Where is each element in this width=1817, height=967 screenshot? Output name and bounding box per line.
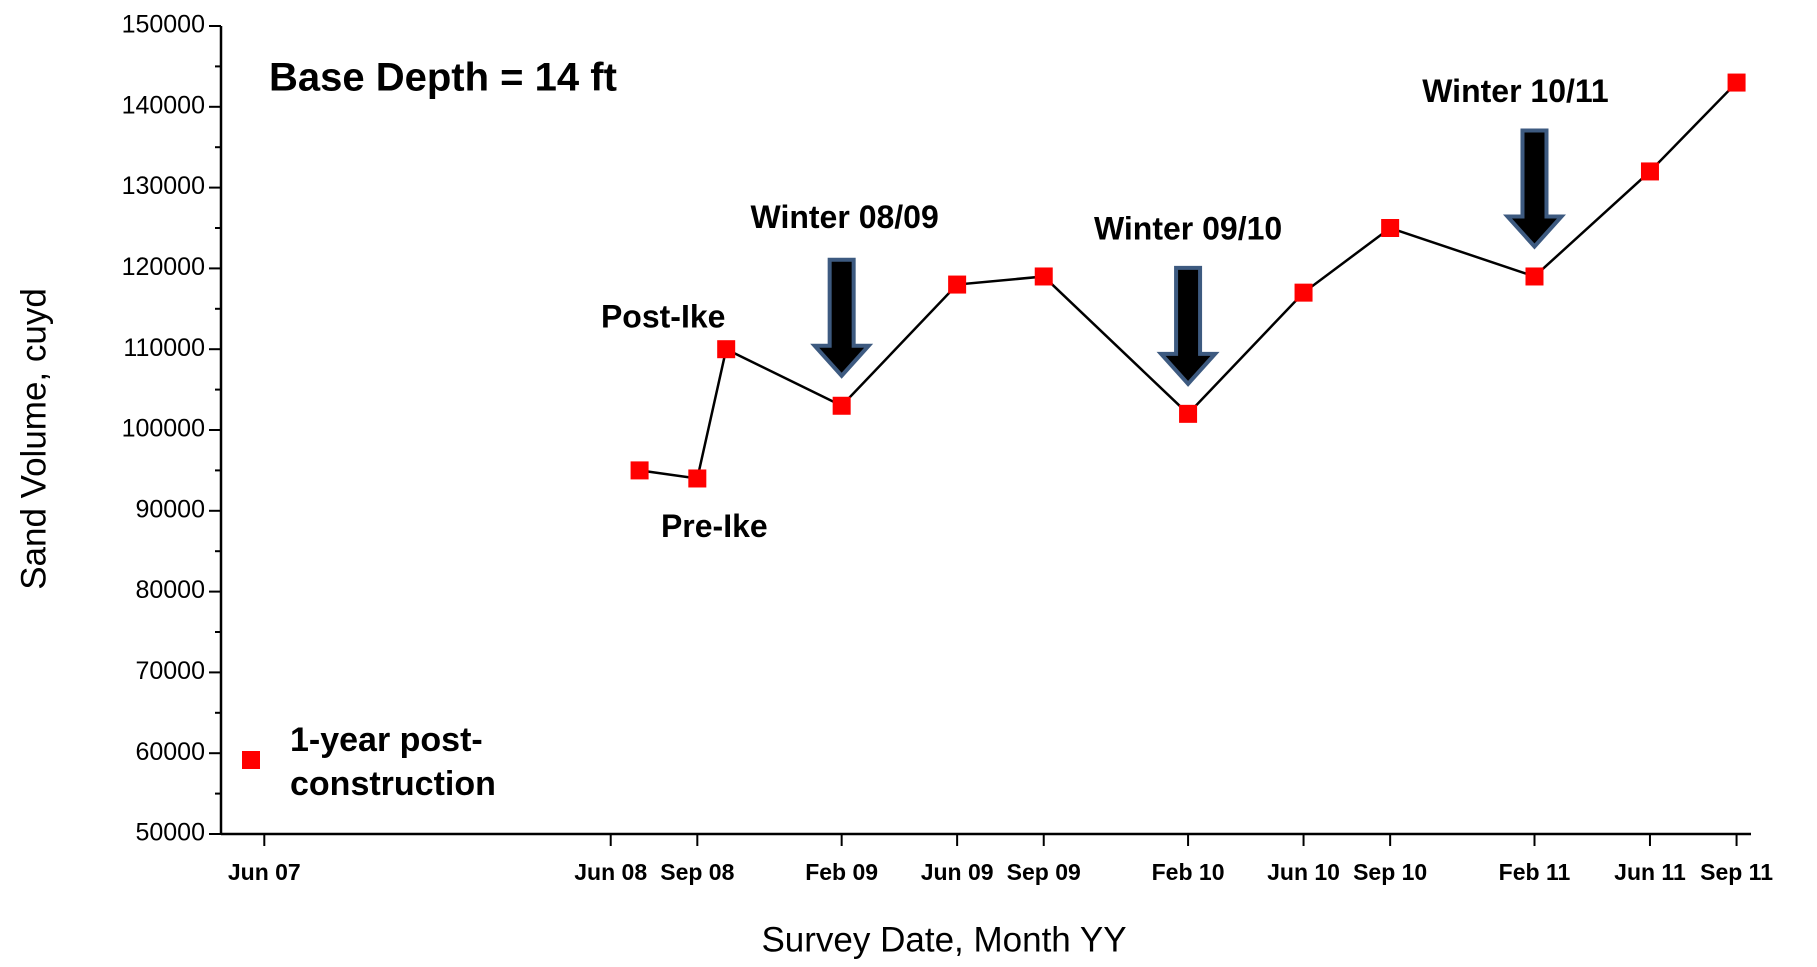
y-axis-title: Sand Volume, cuyd (14, 288, 53, 590)
chart-title: Base Depth = 14 ft (269, 56, 617, 100)
series-line (639, 81, 1738, 480)
data-point (1381, 219, 1400, 237)
y-tick-label: 100000 (122, 415, 205, 443)
data-point (1640, 162, 1659, 181)
x-tick-label: Feb 11 (1499, 859, 1571, 885)
data-point (948, 275, 967, 294)
x-tick-label: Sep 09 (1007, 859, 1081, 885)
x-axis-title: Survey Date, Month YY (761, 920, 1126, 959)
x-tick-label: Feb 10 (1152, 859, 1225, 885)
data-point (1727, 73, 1746, 92)
x-tick-label: Jun 09 (921, 859, 994, 885)
x-tick-label: Jun 07 (228, 859, 301, 885)
data-point (717, 340, 736, 359)
y-tick-label: 80000 (135, 576, 205, 604)
legend-marker (242, 751, 260, 769)
y-tick-label: 60000 (135, 738, 205, 766)
legend-label: 1-year post-construction (290, 721, 496, 803)
data-point (630, 461, 649, 480)
annotation: Post-Ike (601, 299, 725, 335)
data-point (1525, 267, 1544, 286)
annotation: Pre-Ike (661, 508, 768, 544)
annotation: Winter 09/10 (1094, 210, 1282, 246)
y-tick-label: 120000 (122, 253, 205, 281)
y-tick-label: 140000 (122, 91, 205, 119)
y-tick-label: 90000 (135, 495, 205, 523)
y-tick-label: 50000 (135, 819, 205, 847)
arrow (1502, 128, 1566, 250)
x-tick-label: Jun 11 (1614, 859, 1686, 885)
arrow (810, 257, 874, 379)
y-tick-label: 70000 (135, 657, 205, 685)
y-tick-label: 130000 (122, 172, 205, 200)
arrow (1156, 265, 1220, 387)
data-point (1034, 267, 1053, 286)
annotation: Winter 08/09 (751, 199, 939, 235)
y-tick-label: 150000 (122, 11, 205, 39)
y-tick-label: 110000 (123, 334, 205, 362)
x-tick-label: Jun 10 (1267, 859, 1340, 885)
annotation: Winter 10/11 (1422, 73, 1608, 109)
x-tick-label: Jun 08 (574, 859, 647, 885)
x-tick-label: Sep 10 (1353, 859, 1427, 885)
data-point (688, 469, 707, 488)
x-tick-label: Sep 11 (1700, 859, 1773, 885)
x-tick-label: Feb 09 (805, 859, 878, 885)
x-tick-label: Sep 08 (660, 859, 734, 885)
data-point (1179, 404, 1198, 423)
data-point (1294, 283, 1313, 302)
data-point (832, 396, 851, 415)
